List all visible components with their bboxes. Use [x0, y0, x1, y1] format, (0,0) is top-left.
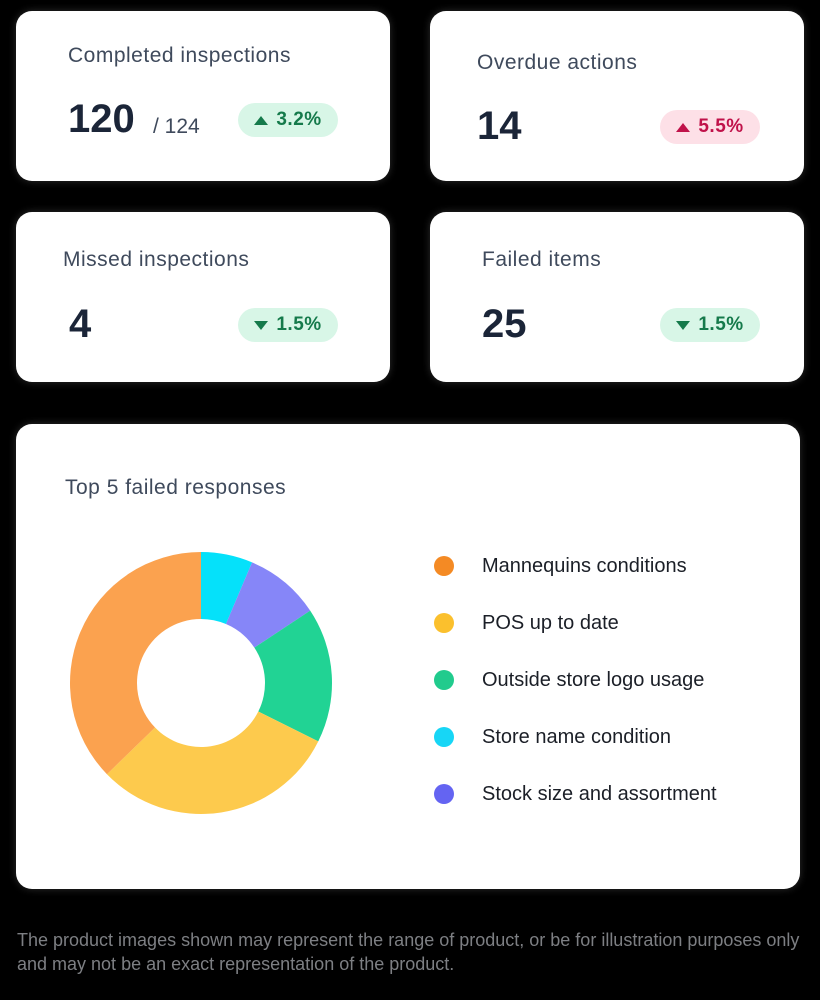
triangle-up-icon — [676, 122, 691, 132]
legend-label: POS up to date — [482, 611, 619, 634]
kpi-value: 120 — [68, 97, 135, 141]
triangle-down-icon — [254, 320, 269, 330]
legend-item: POS up to date — [434, 609, 619, 637]
legend-label: Stock size and assortment — [482, 782, 717, 805]
legend-color-dot — [434, 556, 454, 576]
kpi-change-value: 1.5% — [276, 314, 322, 335]
kpi-value: 14 — [477, 104, 522, 148]
donut-chart — [70, 552, 333, 814]
donut-slice-outside-store-logo-usage — [254, 610, 333, 742]
disclaimer-text: The product images shown may represent t… — [17, 930, 800, 974]
triangle-down-icon — [676, 320, 691, 330]
kpi-title: Failed items — [482, 248, 602, 271]
kpi-value: 25 — [482, 302, 527, 346]
donut-slice-pos-up-to-date — [106, 711, 319, 814]
kpi-card-missed-inspections: Missed inspections 4 1.5% — [16, 212, 390, 382]
kpi-card-failed-items: Failed items 25 1.5% — [430, 212, 804, 382]
kpi-card-completed-inspections: Completed inspections 120 / 124 3.2% — [16, 11, 390, 181]
legend-label: Mannequins conditions — [482, 554, 687, 577]
kpi-change-value: 3.2% — [276, 109, 322, 130]
kpi-title: Completed inspections — [68, 44, 291, 67]
legend-color-dot — [434, 784, 454, 804]
kpi-change-badge: 3.2% — [238, 103, 338, 137]
legend-item: Outside store logo usage — [434, 666, 704, 694]
kpi-card-overdue-actions: Overdue actions 14 5.5% — [430, 11, 804, 181]
kpi-title: Overdue actions — [477, 51, 638, 74]
chart-title: Top 5 failed responses — [65, 476, 287, 499]
legend-color-dot — [434, 670, 454, 690]
kpi-total: / 124 — [153, 115, 200, 138]
kpi-change-value: 1.5% — [698, 314, 744, 335]
legend-label: Store name condition — [482, 725, 672, 748]
kpi-change-value: 5.5% — [698, 116, 744, 137]
legend-color-dot — [434, 727, 454, 747]
kpi-change-badge: 5.5% — [660, 110, 760, 144]
donut-slice-mannequins-conditions — [70, 552, 201, 775]
donut-slice-store-name-condition — [201, 552, 253, 625]
legend-item: Store name condition — [434, 723, 671, 751]
top-failed-responses-card: Top 5 failed responses Mannequins condit… — [16, 424, 800, 889]
legend-item: Stock size and assortment — [434, 780, 717, 808]
donut-slice-stock-size-and-assortment — [225, 562, 311, 648]
legend-label: Outside store logo usage — [482, 668, 705, 691]
kpi-value: 4 — [69, 302, 92, 346]
kpi-title: Missed inspections — [63, 248, 250, 271]
legend-color-dot — [434, 613, 454, 633]
legend-item: Mannequins conditions — [434, 552, 687, 580]
kpi-change-badge: 1.5% — [238, 308, 338, 342]
triangle-up-icon — [254, 115, 269, 125]
kpi-change-badge: 1.5% — [660, 308, 760, 342]
